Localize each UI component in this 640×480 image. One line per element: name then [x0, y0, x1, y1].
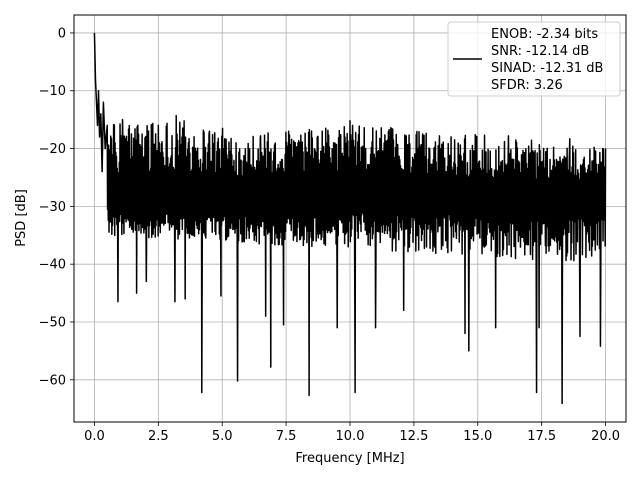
y-tick-label: −60 — [39, 373, 66, 388]
y-tick-label: 0 — [58, 26, 66, 41]
y-tick-label: −50 — [39, 315, 66, 330]
x-tick-label: 17.5 — [527, 429, 556, 444]
y-tick-label: −20 — [39, 142, 66, 157]
x-axis-ticks: 0.0 2.5 5.0 7.5 10.0 12.5 15.0 17.5 20.0 — [84, 422, 620, 444]
y-axis-label: PSD [dB] — [14, 189, 29, 247]
x-tick-label: 7.5 — [276, 429, 297, 444]
x-tick-label: 10.0 — [336, 429, 365, 444]
x-tick-label: 0.0 — [84, 429, 105, 444]
legend-box — [447, 21, 621, 97]
x-tick-label: 15.0 — [463, 429, 492, 444]
y-tick-label: −30 — [39, 200, 66, 215]
legend-sinad: SINAD: -12.31 dB — [491, 61, 603, 76]
legend: ENOB: -2.34 bits SNR: -12.14 dB SINAD: -… — [447, 21, 621, 97]
legend-snr: SNR: -12.14 dB — [491, 44, 589, 59]
y-tick-label: −40 — [39, 258, 66, 273]
legend-enob: ENOB: -2.34 bits — [491, 27, 598, 42]
psd-series — [93, 32, 607, 405]
x-tick-label: 12.5 — [399, 429, 428, 444]
x-tick-label: 20.0 — [591, 429, 620, 444]
x-axis-label: Frequency [MHz] — [295, 451, 404, 466]
legend-sfdr: SFDR: 3.26 — [491, 78, 563, 93]
y-axis-ticks: 0 −10 −20 −30 −40 −50 −60 — [39, 26, 74, 388]
x-tick-label: 2.5 — [148, 429, 169, 444]
psd-line — [93, 32, 607, 405]
y-tick-label: −10 — [39, 84, 66, 99]
x-tick-label: 5.0 — [212, 429, 233, 444]
